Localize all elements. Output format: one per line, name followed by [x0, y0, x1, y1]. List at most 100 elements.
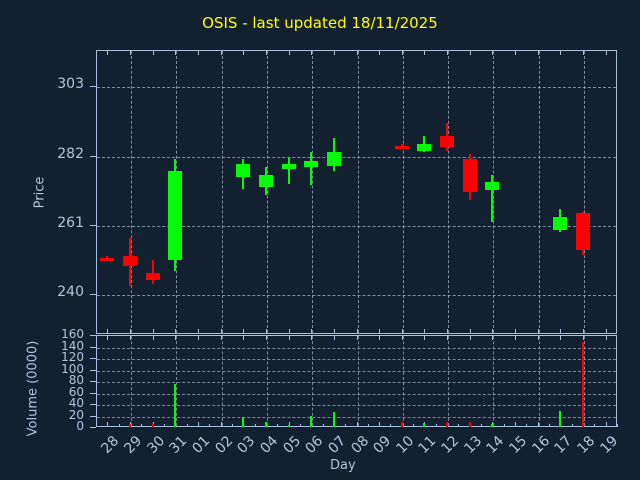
volume-bar [310, 415, 313, 427]
minor-tick [163, 424, 165, 427]
volume-bar [559, 410, 562, 427]
volume-tick-label: 0 [76, 419, 84, 433]
day-tick-volume [379, 422, 381, 427]
day-tick-volume-top [243, 335, 245, 340]
day-gridline [312, 51, 314, 333]
day-tick-price-top [333, 50, 335, 55]
volume-tick-label: 20 [68, 407, 84, 422]
day-tick-price-top [152, 50, 154, 55]
minor-tick [141, 424, 143, 427]
volume-gridline [97, 416, 616, 418]
minor-tick [435, 424, 437, 427]
day-gridline [402, 336, 404, 426]
day-tick-volume-top [447, 335, 449, 340]
day-gridline [130, 336, 132, 426]
minor-tick [594, 424, 596, 427]
day-tick-price [129, 329, 131, 334]
minor-tick [617, 424, 618, 427]
day-tick-volume-top [605, 335, 607, 340]
day-tick-price [333, 329, 335, 334]
day-tick-price [424, 329, 426, 334]
day-tick-volume-top [175, 335, 177, 340]
day-tick-price-top [560, 50, 562, 55]
candle-body [168, 170, 183, 260]
day-gridline [493, 336, 495, 426]
day-tick-price [356, 329, 358, 334]
minor-tick [299, 424, 301, 427]
candle-body [553, 216, 568, 230]
day-gridline [266, 336, 268, 426]
day-tick-volume [220, 422, 222, 427]
minor-tick [277, 424, 279, 427]
volume-bar [264, 421, 267, 427]
x-axis-title: Day [330, 458, 356, 473]
day-gridline [221, 336, 223, 426]
day-tick-price-top [356, 50, 358, 55]
minor-tick [549, 424, 551, 427]
day-tick-volume-top [129, 335, 131, 340]
day-gridline [448, 51, 450, 333]
volume-axis-title: Volume (0000) [25, 340, 41, 437]
day-tick-price [469, 329, 471, 334]
candle-body [576, 213, 591, 250]
volume-bar [446, 421, 449, 427]
volume-tick-label: 80 [68, 373, 84, 387]
day-tick-price-top [311, 50, 313, 55]
price-tick [90, 86, 96, 88]
volume-bar [400, 421, 403, 427]
minor-tick [367, 424, 369, 427]
day-tick-volume-top [107, 335, 109, 340]
day-tick-price-top [175, 50, 177, 55]
day-gridline [176, 336, 178, 426]
price-tick-label: 303 [57, 76, 84, 93]
day-tick-volume-top [560, 335, 562, 340]
volume-tick [90, 392, 96, 394]
candle-body [281, 163, 296, 169]
day-tick-price-top [243, 50, 245, 55]
minor-tick [390, 424, 392, 427]
day-tick-volume-top [401, 335, 403, 340]
volume-tick-label: 40 [68, 396, 84, 410]
day-tick-price-top [197, 50, 199, 55]
minor-tick [322, 424, 324, 427]
day-tick-price [560, 329, 562, 334]
volume-bar [242, 416, 245, 427]
day-tick-price-top [424, 50, 426, 55]
day-tick-price [265, 329, 267, 334]
volume-tick [90, 381, 96, 382]
day-tick-price-top [107, 50, 109, 55]
day-tick-price-top [492, 50, 494, 55]
day-gridline [584, 51, 586, 333]
volume-tick-label: 160 [61, 327, 84, 341]
day-tick-price-top [129, 50, 131, 55]
day-tick-price-top [220, 50, 222, 55]
minor-tick [231, 424, 233, 427]
candle-body [100, 258, 115, 262]
minor-tick [413, 424, 415, 427]
candle-wick [287, 157, 290, 184]
day-tick-volume-top [492, 335, 494, 340]
day-tick-volume-top [469, 335, 471, 340]
volume-tick [90, 404, 96, 405]
volume-gridline [97, 347, 616, 349]
minor-tick [345, 424, 347, 427]
day-tick-price-top [605, 50, 607, 55]
volume-gridline [97, 370, 616, 372]
minor-tick [118, 424, 120, 427]
day-gridline [448, 336, 450, 426]
day-tick-price [401, 329, 403, 334]
price-tick [90, 225, 96, 227]
volume-tick-label: 140 [61, 338, 84, 353]
minor-tick [186, 424, 188, 427]
price-gridline [97, 156, 616, 158]
day-tick-price [243, 329, 245, 334]
day-tick-price [311, 329, 313, 334]
day-gridline [538, 51, 540, 333]
volume-tick [90, 346, 96, 348]
volume-bar [151, 423, 154, 427]
day-tick-volume-top [515, 335, 517, 340]
day-tick-volume-top [537, 335, 539, 340]
day-tick-price [447, 329, 449, 334]
volume-tick [90, 427, 96, 428]
day-tick-volume-top [356, 335, 358, 340]
